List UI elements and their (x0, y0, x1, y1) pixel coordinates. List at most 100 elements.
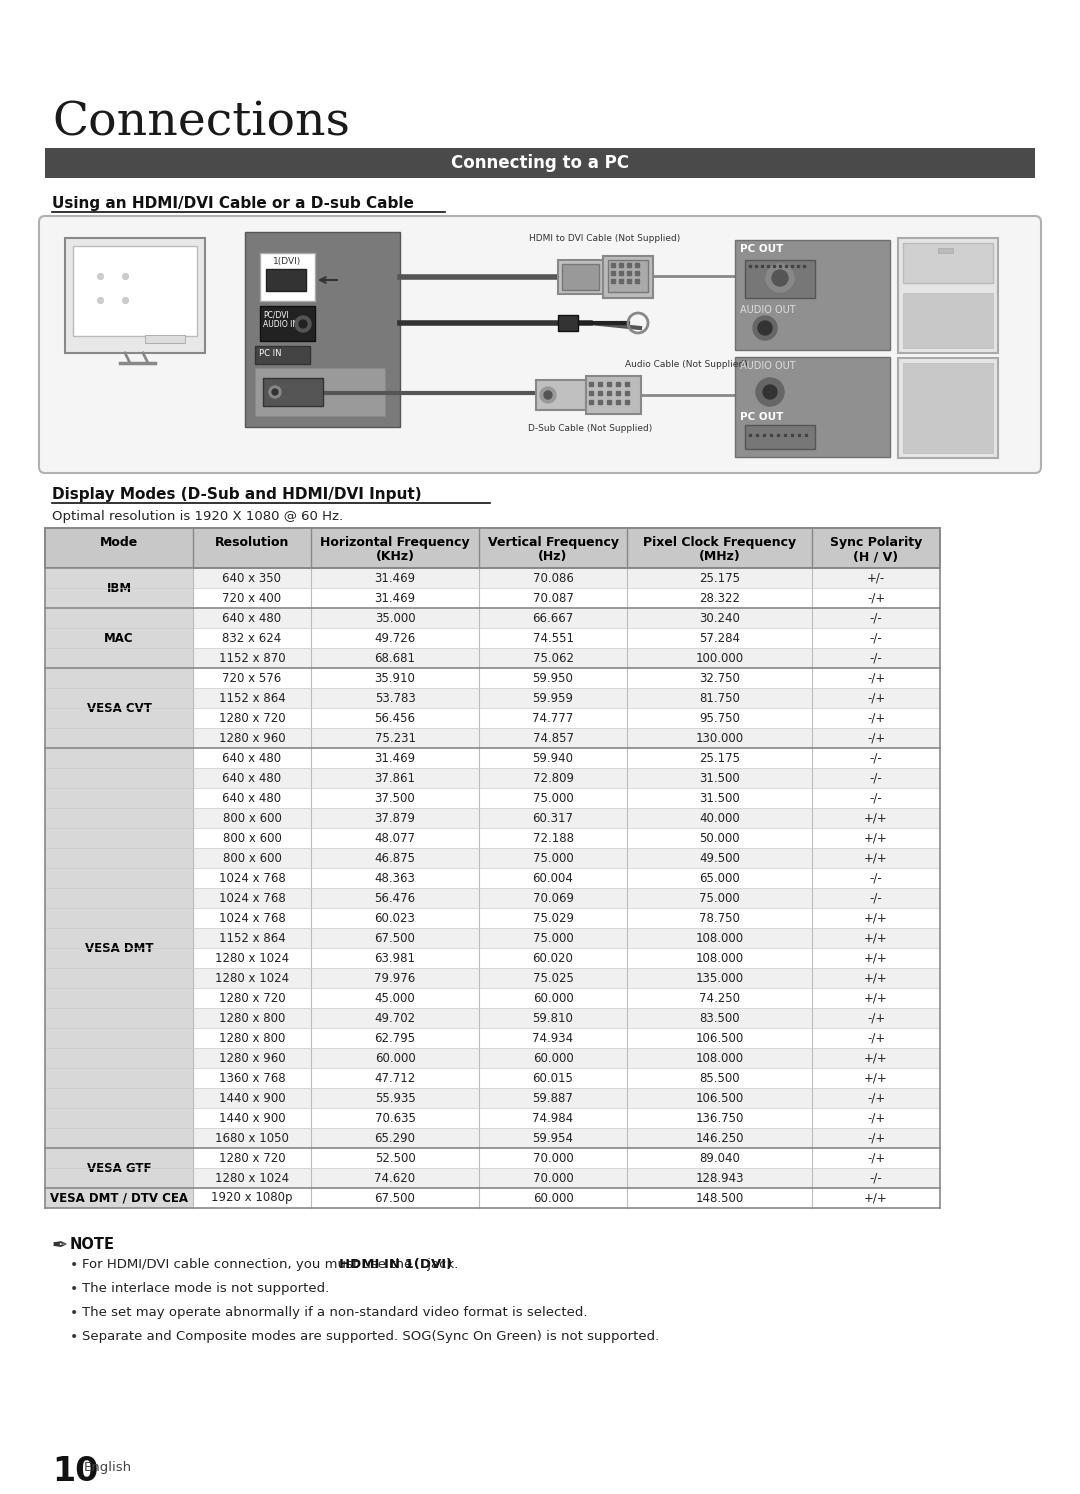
Text: 28.322: 28.322 (699, 592, 740, 605)
Text: -/-: -/- (869, 771, 882, 784)
Text: 720 x 400: 720 x 400 (222, 592, 282, 605)
Bar (45, 1147, 193, 1188)
Text: 49.726: 49.726 (375, 632, 416, 644)
Text: 1152 x 864: 1152 x 864 (218, 692, 285, 705)
Bar (255, 347, 310, 365)
Bar (45, 1088, 940, 1109)
Text: The set may operate abnormally if a non-standard video format is selected.: The set may operate abnormally if a non-… (82, 1306, 588, 1319)
Text: 40.000: 40.000 (699, 811, 740, 825)
Text: -/+: -/+ (867, 1092, 886, 1104)
Text: •: • (70, 1258, 78, 1271)
Text: 81.750: 81.750 (699, 692, 740, 705)
Text: 49.500: 49.500 (699, 852, 740, 865)
Text: AUDIO IN: AUDIO IN (264, 320, 298, 329)
Text: 63.981: 63.981 (375, 952, 416, 965)
Text: 106.500: 106.500 (696, 1031, 744, 1044)
Text: -/-: -/- (869, 892, 882, 904)
Bar (45, 708, 940, 728)
Text: 49.702: 49.702 (375, 1011, 416, 1025)
Text: +/+: +/+ (864, 852, 888, 865)
Circle shape (758, 321, 772, 335)
Text: 75.000: 75.000 (532, 792, 573, 804)
Text: 85.500: 85.500 (699, 1071, 740, 1085)
Text: 31.500: 31.500 (699, 792, 740, 804)
Text: 35.000: 35.000 (375, 611, 416, 624)
Text: -/+: -/+ (867, 1031, 886, 1044)
Bar (260, 252, 315, 300)
Text: 31.500: 31.500 (699, 771, 740, 784)
Text: 53.783: 53.783 (375, 692, 416, 705)
Text: 74.857: 74.857 (532, 732, 573, 744)
Bar (939, 248, 953, 252)
Bar (45, 1028, 940, 1047)
Text: VESA DMT / DTV CEA: VESA DMT / DTV CEA (50, 1192, 188, 1204)
Bar (45, 787, 940, 808)
Bar (45, 608, 940, 627)
Text: 48.077: 48.077 (375, 832, 416, 844)
Text: 60.000: 60.000 (532, 1192, 573, 1204)
Circle shape (295, 317, 311, 332)
Text: Horizontal Frequency: Horizontal Frequency (320, 536, 470, 548)
Text: 50.000: 50.000 (699, 832, 740, 844)
FancyBboxPatch shape (39, 217, 1041, 474)
Text: 75.029: 75.029 (532, 911, 573, 925)
Text: 60.317: 60.317 (532, 811, 573, 825)
Text: 108.000: 108.000 (696, 931, 743, 944)
Text: +/+: +/+ (864, 832, 888, 844)
Bar (897, 238, 998, 353)
Bar (45, 849, 940, 868)
Text: 1152 x 864: 1152 x 864 (218, 931, 285, 944)
Text: 48.363: 48.363 (375, 871, 416, 884)
Text: Sync Polarity: Sync Polarity (829, 536, 922, 548)
Text: IBM: IBM (107, 581, 132, 595)
Text: 60.000: 60.000 (375, 1052, 416, 1065)
Text: Optimal resolution is 1920 X 1080 @ 60 Hz.: Optimal resolution is 1920 X 1080 @ 60 H… (52, 509, 343, 523)
Text: 72.188: 72.188 (532, 832, 573, 844)
Text: 640 x 350: 640 x 350 (222, 572, 282, 584)
Text: 146.250: 146.250 (696, 1131, 744, 1144)
Text: 1280 x 1024: 1280 x 1024 (215, 971, 289, 985)
Text: 74.777: 74.777 (532, 711, 573, 725)
Text: PC OUT: PC OUT (740, 412, 783, 421)
Text: Using an HDMI/DVI Cable or a D-sub Cable: Using an HDMI/DVI Cable or a D-sub Cable (52, 196, 414, 211)
Text: AUDIO OUT: AUDIO OUT (740, 362, 796, 371)
Circle shape (766, 264, 794, 291)
Bar (45, 828, 940, 849)
Text: -/-: -/- (869, 792, 882, 804)
Bar (45, 988, 940, 1008)
Text: 70.635: 70.635 (375, 1112, 416, 1125)
Text: Audio Cable (Not Supplied): Audio Cable (Not Supplied) (625, 360, 747, 369)
Text: 52.500: 52.500 (375, 1152, 416, 1164)
Text: ✒: ✒ (52, 1236, 68, 1255)
Circle shape (756, 378, 784, 406)
Text: -/-: -/- (869, 611, 882, 624)
Text: -/+: -/+ (867, 692, 886, 705)
Bar (586, 376, 642, 414)
Text: 75.000: 75.000 (532, 931, 573, 944)
Text: 65.290: 65.290 (375, 1131, 416, 1144)
Bar (45, 728, 940, 748)
Text: 1280 x 720: 1280 x 720 (218, 992, 285, 1004)
Bar (745, 260, 815, 297)
Bar (45, 1128, 940, 1147)
Text: English: English (84, 1461, 132, 1475)
Text: 1680 x 1050: 1680 x 1050 (215, 1131, 289, 1144)
Bar (45, 608, 193, 668)
Text: 1(DVI): 1(DVI) (273, 257, 301, 266)
Text: Pixel Clock Frequency: Pixel Clock Frequency (643, 536, 796, 548)
Bar (45, 568, 940, 589)
Text: For HDMI/DVI cable connection, you must use the: For HDMI/DVI cable connection, you must … (82, 1258, 417, 1271)
Text: 60.004: 60.004 (532, 871, 573, 884)
Bar (45, 1147, 940, 1168)
Text: +/+: +/+ (864, 931, 888, 944)
Text: 1024 x 768: 1024 x 768 (218, 892, 285, 904)
Text: 83.500: 83.500 (699, 1011, 740, 1025)
Text: 800 x 600: 800 x 600 (222, 832, 282, 844)
Text: 67.500: 67.500 (375, 1192, 416, 1204)
Text: •: • (70, 1306, 78, 1321)
Text: 59.950: 59.950 (532, 671, 573, 684)
Bar (45, 748, 940, 768)
Text: 60.020: 60.020 (532, 952, 573, 965)
Text: AUDIO OUT: AUDIO OUT (740, 305, 796, 315)
Text: -/+: -/+ (867, 711, 886, 725)
